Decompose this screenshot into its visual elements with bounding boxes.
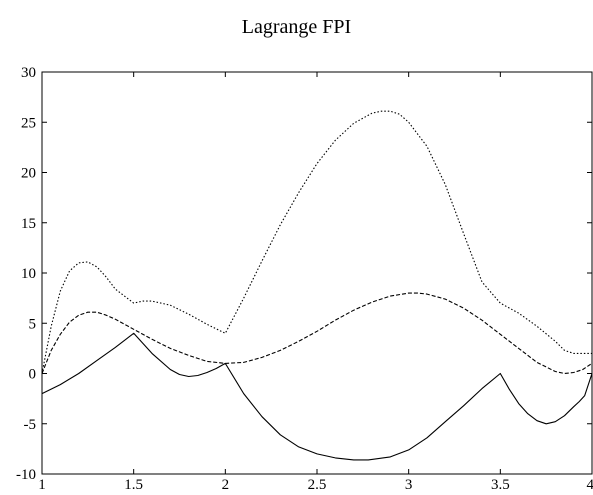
x-tick-label: 3.5 xyxy=(491,477,510,493)
y-tick-label: 25 xyxy=(21,115,36,131)
tick-group: 1 1.5 2 2.5 3 3.5 4 -10 -5 0 5 10 15 20 25 30 xyxy=(16,65,593,493)
y-tick-label: -10 xyxy=(16,467,36,483)
plot-area-frame xyxy=(41,71,593,475)
y-tick-label: 30 xyxy=(21,65,36,81)
y-tick-label: 5 xyxy=(29,316,37,332)
chart-title: Lagrange FPI xyxy=(241,16,352,38)
x-tick-label: 3 xyxy=(405,477,413,493)
y-tick-label: -5 xyxy=(24,417,37,433)
series-line-dotted xyxy=(41,110,592,374)
x-tick-label: 2 xyxy=(222,477,230,493)
x-tick-label: 2.5 xyxy=(308,477,327,493)
series-line-dashed xyxy=(41,292,593,375)
series-group xyxy=(41,110,593,461)
y-tick-label: 10 xyxy=(21,266,36,282)
y-tick-label: 20 xyxy=(21,166,36,182)
x-tick-label: 1.5 xyxy=(124,477,143,493)
series-line-solid xyxy=(41,332,593,461)
x-tick-label: 4 xyxy=(587,477,593,493)
y-tick-label: 15 xyxy=(21,216,36,232)
y-tick-label: 0 xyxy=(29,367,37,383)
x-tick-label: 1 xyxy=(38,477,46,493)
